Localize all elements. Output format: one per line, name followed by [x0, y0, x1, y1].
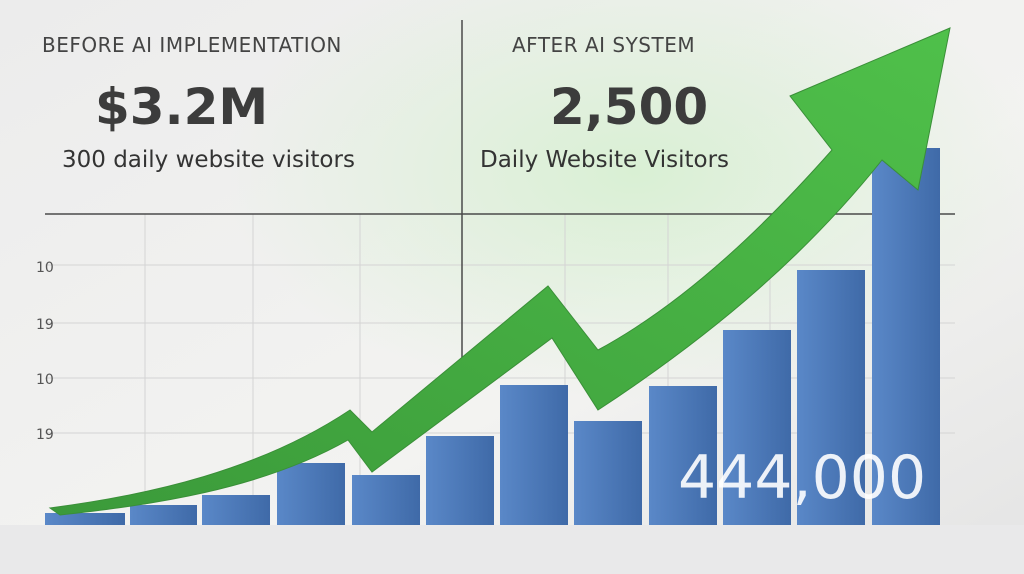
bar	[352, 475, 420, 525]
bar	[649, 386, 717, 525]
after-heading: AFTER AI SYSTEM	[512, 33, 695, 57]
bar	[202, 495, 270, 525]
axis-label: 19	[36, 317, 54, 333]
before-heading: BEFORE AI IMPLEMENTATION	[42, 33, 342, 57]
bar	[277, 463, 345, 525]
floor	[0, 525, 1024, 574]
after-figure: 2,500	[550, 78, 708, 136]
bar	[45, 513, 125, 525]
before-caption: 300 daily website visitors	[62, 147, 355, 173]
axis-labels: 10 19 10 19	[36, 260, 54, 443]
axis-label: 19	[36, 427, 54, 443]
bar	[426, 436, 494, 525]
before-figure: $3.2M	[95, 78, 268, 136]
bar	[500, 385, 568, 525]
bars	[45, 148, 940, 525]
after-caption: Daily Website Visitors	[480, 147, 729, 173]
overlay-figure: 444,000	[678, 443, 926, 513]
bar	[130, 505, 197, 525]
bar	[574, 421, 642, 525]
bar	[872, 148, 940, 525]
axis-label: 10	[36, 372, 54, 388]
bar	[723, 330, 791, 525]
growth-arrow	[48, 27, 951, 516]
axis-label: 10	[36, 260, 54, 276]
bar	[797, 270, 865, 525]
